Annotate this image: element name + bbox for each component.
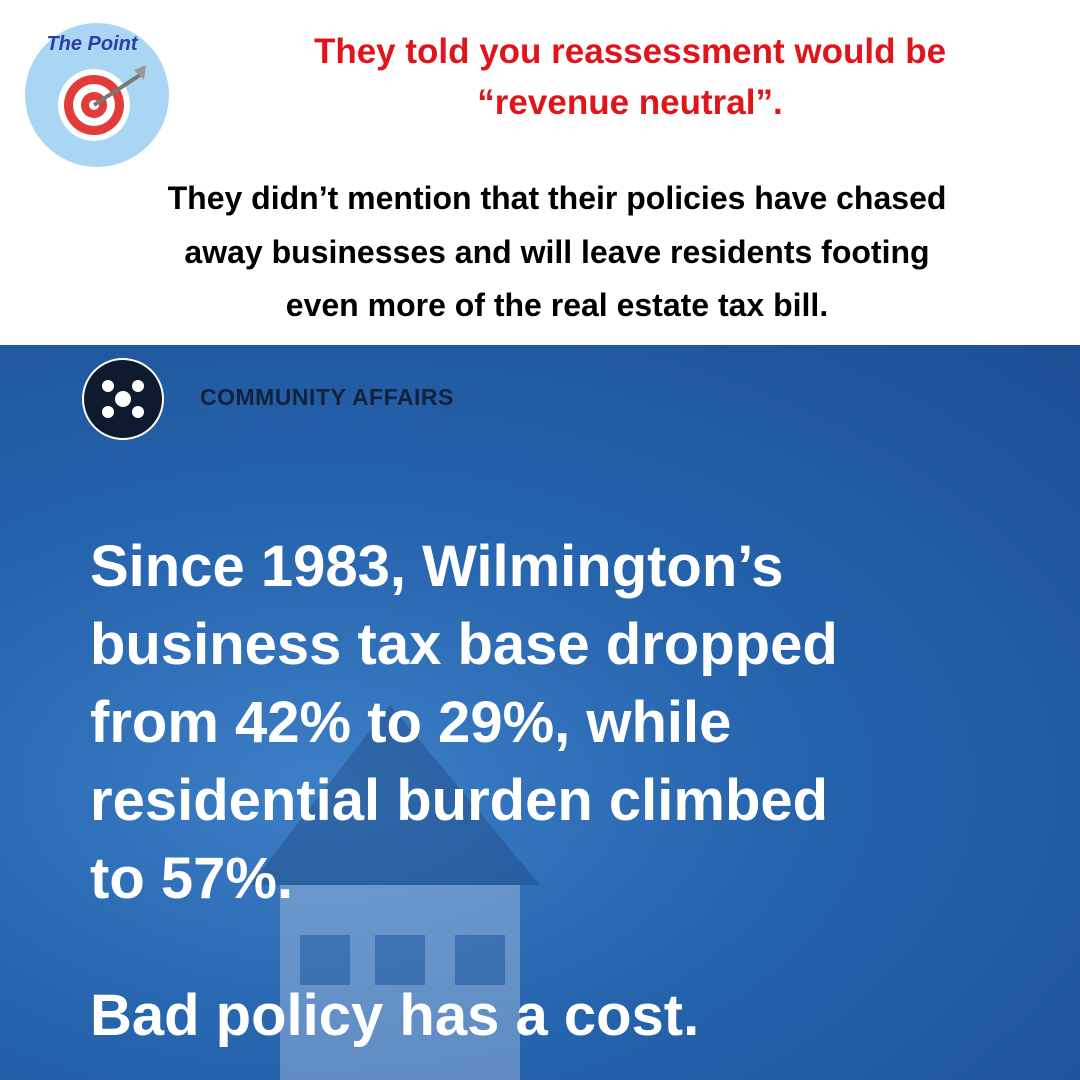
headline-line: They told you reassessment would be [313, 32, 947, 71]
photo-panel [0, 345, 1080, 1080]
headline-line: “revenue neutral”. [477, 83, 783, 122]
logo-badge: The Point [25, 23, 169, 167]
house-illustration [250, 705, 540, 1080]
logo-text: The Point [46, 33, 138, 55]
subheadline-line: even more of the real estate tax bill. [285, 287, 829, 323]
body-line: from 42% to 29%, while [90, 690, 732, 755]
tagline: Bad policy has a cost. [90, 983, 700, 1048]
brand-logo [82, 358, 164, 440]
subheadline-line: They didn’t mention that their policies … [167, 180, 947, 216]
body-line: business tax base dropped [90, 612, 838, 677]
body-text: Since 1983, Wilmington’s business tax ba… [90, 528, 838, 918]
brand-name: COMMUNITY AFFAIRS [200, 384, 454, 410]
body-line: Since 1983, Wilmington’s [90, 534, 784, 599]
subheadline-line: away businesses and will leave residents… [184, 234, 930, 270]
body-line: to 57%. [90, 846, 294, 911]
body-line: residential burden climbed [90, 768, 829, 833]
